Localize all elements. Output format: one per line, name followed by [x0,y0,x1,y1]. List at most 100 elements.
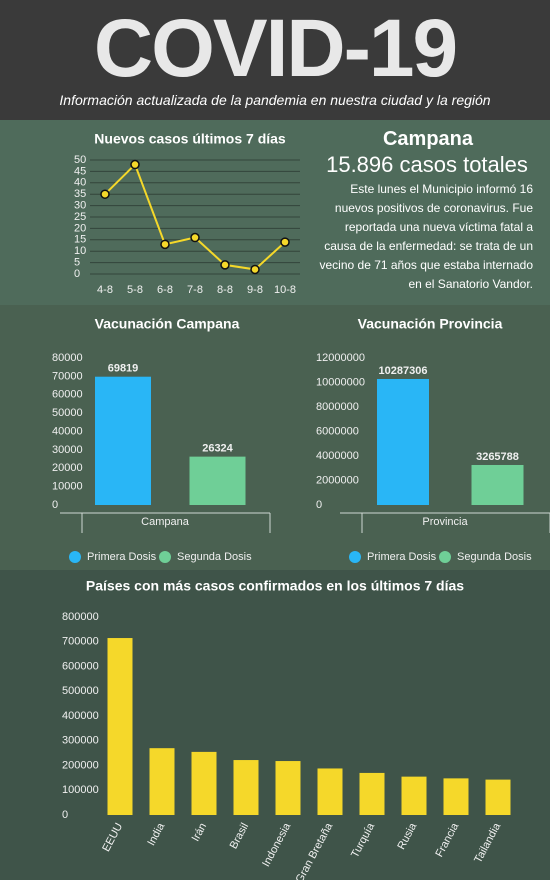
x-tick-label: Campana [141,516,190,528]
x-tick-label: India [145,820,167,847]
bar [189,456,246,505]
x-tick-label: 8-8 [217,284,233,296]
page-title: COVID-19 [93,3,458,94]
point [280,237,290,247]
section-3 [0,570,550,880]
section-2 [0,305,550,570]
legend-label: Segunda Dosis [457,551,532,563]
y-tick-label: 20 [74,222,86,234]
y-tick-label: 12000000 [316,352,365,364]
bar [359,772,385,815]
x-tick-label: 10-8 [274,284,296,296]
y-tick-label: 25 [74,211,86,223]
bar [149,748,175,815]
y-tick-label: 500000 [62,685,99,697]
x-tick-label: Indonesia [260,820,293,869]
bar [191,751,217,815]
y-tick-label: 5 [74,257,80,269]
x-tick-label: Irán [190,821,210,843]
bar [95,376,151,505]
y-tick-label: 700000 [62,636,99,648]
x-tick-label: Brasil [228,821,252,851]
y-tick-label: 2000000 [316,474,359,486]
y-tick-label: 300000 [62,735,99,747]
x-tick-label: Francia [433,820,461,859]
y-tick-label: 70000 [52,370,83,382]
y-tick-label: 50000 [52,407,83,419]
campana-text: Este lunes el Municipio informó 16 nuevo… [319,182,534,291]
x-tick-label: 6-8 [157,284,173,296]
bar [471,464,524,505]
x-tick-label: 7-8 [187,284,203,296]
y-tick-label: 45 [74,165,86,177]
y-tick-label: 0 [74,268,80,280]
y-tick-label: 10000000 [316,376,365,388]
x-tick-label: EEUU [100,821,125,854]
campana-total: 15.896 casos totales [326,152,528,177]
y-tick-label: 600000 [62,660,99,672]
x-tick-label: Rusia [395,820,419,851]
y-tick-label: 35 [74,188,86,200]
x-tick-label: 4-8 [97,284,113,296]
campana-title: Campana [382,128,474,150]
y-tick-label: 200000 [62,759,99,771]
point [220,260,230,270]
bar [443,778,469,815]
x-tick-label: 5-8 [127,284,143,296]
y-tick-label: 15 [74,234,86,246]
y-tick-label: 10 [74,245,86,257]
y-tick-label: 20000 [52,462,83,474]
y-tick-label: 8000000 [316,401,359,413]
bar [107,638,133,815]
y-tick-label: 30000 [52,444,83,456]
legend-swatch [159,551,171,563]
legend-label: Primera Dosis [87,551,157,563]
header-band [0,0,550,120]
y-tick-label: 60000 [52,389,83,401]
chart-title: Vacunación Provincia [358,316,503,332]
bar [317,768,343,815]
bar [401,776,427,815]
chart-title: Vacunación Campana [95,316,240,332]
x-tick-label: Provincia [422,516,468,528]
y-tick-label: 10000 [52,481,83,493]
data-label: 10287306 [379,365,428,377]
data-label: 69819 [108,363,139,375]
y-tick-label: 40 [74,177,86,189]
bar [275,761,301,815]
y-tick-label: 100000 [62,784,99,796]
x-tick-label: Turquía [349,820,378,860]
point [160,239,170,250]
y-tick-label: 4000000 [316,450,359,462]
y-tick-label: 50 [74,154,86,166]
point [130,159,140,170]
bar [377,378,429,505]
y-tick-label: 800000 [62,611,99,623]
y-tick-label: 0 [62,809,68,821]
page-subtitle: Información actualizada de la pandemia e… [59,92,491,108]
x-tick-label: 9-8 [247,284,263,296]
chart-title: Países con más casos confirmados en los … [86,578,464,594]
legend-label: Segunda Dosis [177,551,252,563]
y-tick-label: 6000000 [316,425,359,437]
y-tick-label: 40000 [52,425,83,437]
point [250,264,260,275]
x-tick-label: Gran Bretaña [294,820,336,880]
y-tick-label: 30 [74,200,86,212]
bar [485,779,511,815]
legend-swatch [69,551,81,563]
y-tick-label: 80000 [52,352,83,364]
point [190,232,200,243]
bar [233,760,259,815]
data-label: 3265788 [476,451,519,463]
y-tick-label: 0 [52,499,58,511]
chart-title: Nuevos casos últimos 7 días [94,131,286,147]
point [100,189,110,199]
y-tick-label: 400000 [62,710,99,722]
legend-swatch [439,551,451,563]
legend-label: Primera Dosis [367,551,437,563]
data-label: 26324 [202,443,233,455]
y-tick-label: 0 [316,499,322,511]
